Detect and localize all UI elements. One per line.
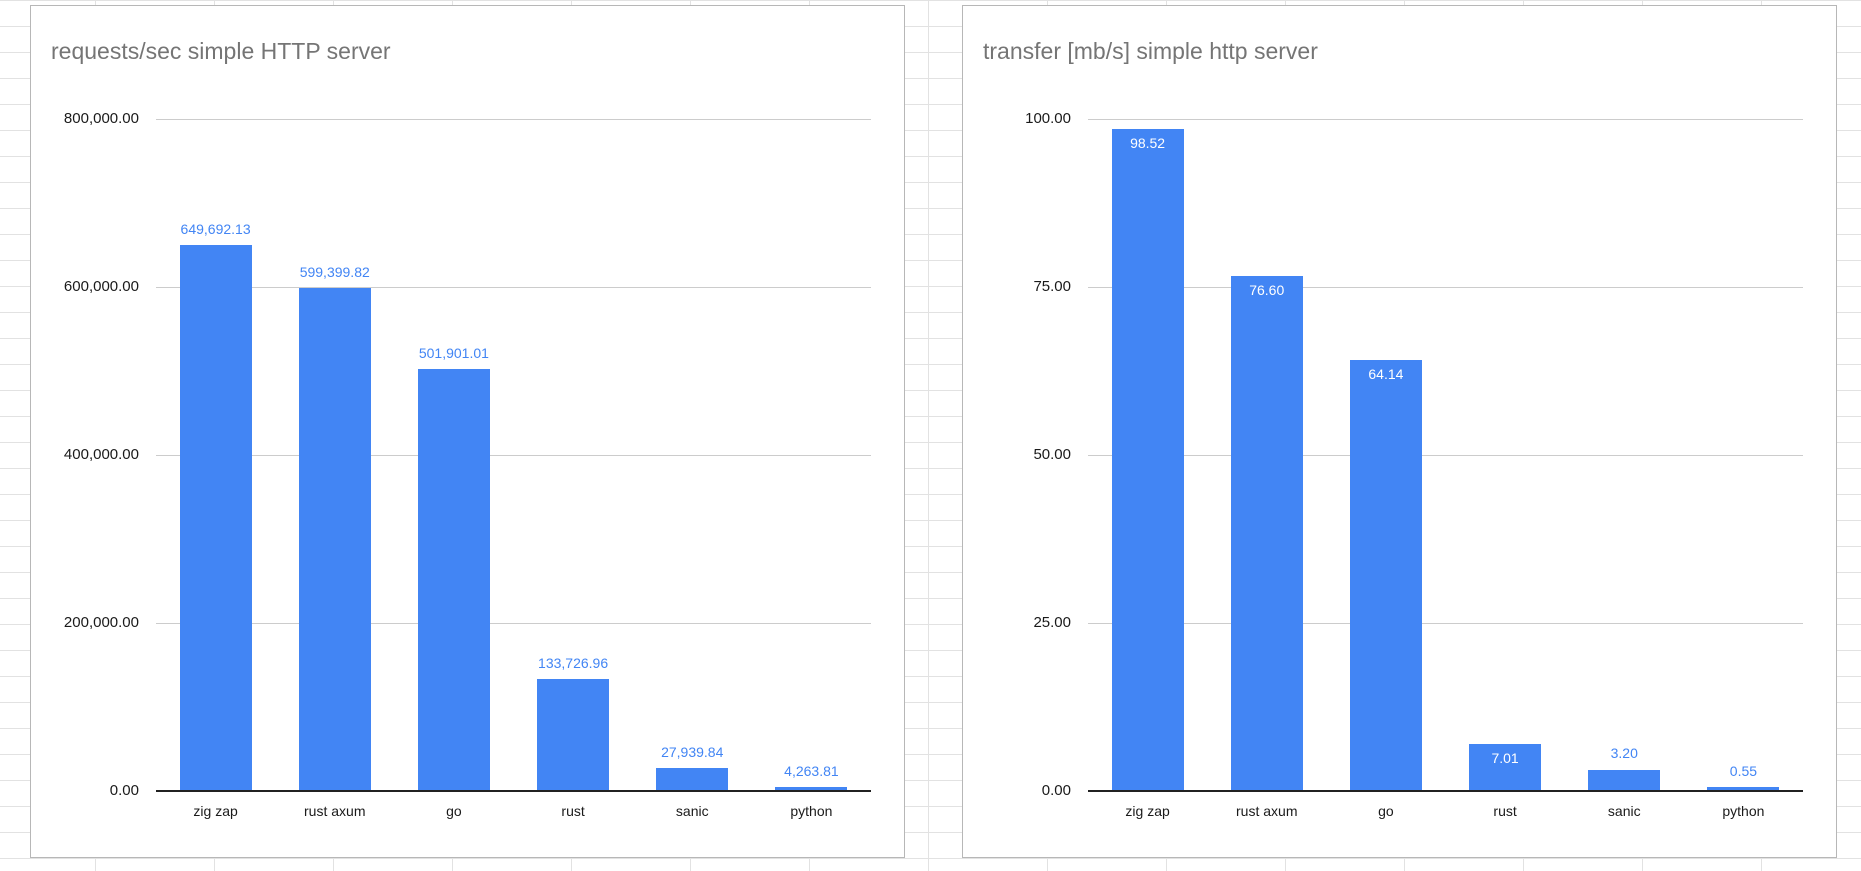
x-axis-baseline <box>1088 790 1803 792</box>
x-category-label: go <box>446 803 462 819</box>
x-category-label: zig zap <box>193 803 238 819</box>
bar[interactable] <box>656 767 729 791</box>
bar[interactable] <box>298 287 371 791</box>
bar[interactable] <box>1349 359 1422 791</box>
bar[interactable] <box>775 787 848 791</box>
chart-card-transfer-mbps[interactable]: transfer [mb/s] simple http server 100.0… <box>962 5 1837 858</box>
x-category-label: python <box>1722 803 1765 819</box>
bar-value-label: 98.52 <box>1130 134 1166 151</box>
bar-value-label: 4,263.81 <box>784 763 839 780</box>
y-axis-tick-label: 400,000.00 <box>63 446 139 463</box>
y-axis-tick-label: 600,000.00 <box>63 278 139 295</box>
y-axis-tick-label: 0.00 <box>1041 782 1071 799</box>
x-category-label: go <box>1378 803 1394 819</box>
chart-title: transfer [mb/s] simple http server <box>983 38 1318 64</box>
x-category-label: python <box>790 803 833 819</box>
bar-value-label: 7.01 <box>1491 749 1519 766</box>
chart-title: requests/sec simple HTTP server <box>51 38 391 64</box>
bar-value-label: 76.60 <box>1249 282 1285 299</box>
bar-value-label: 133,726.96 <box>538 654 609 671</box>
bar[interactable] <box>179 245 252 791</box>
bar[interactable] <box>1111 128 1184 791</box>
plot-area: 800,000.00 600,000.00 400,000.00 200,000.00… <box>64 110 871 819</box>
bar[interactable] <box>1588 769 1661 791</box>
y-gridline <box>1088 455 1803 456</box>
bar[interactable] <box>1707 787 1780 791</box>
y-axis-tick-label: 25.00 <box>1033 614 1071 631</box>
y-axis-tick-label: 100.00 <box>1025 110 1071 127</box>
y-gridline <box>156 455 871 456</box>
bar-value-label: 3.20 <box>1610 745 1638 762</box>
y-gridline <box>156 119 871 120</box>
bar-value-label: 27,939.84 <box>661 743 724 760</box>
y-axis-tick-label: 200,000.00 <box>63 614 139 631</box>
bar-value-label: 649,692.13 <box>180 221 251 238</box>
bar-value-label: 64.14 <box>1368 365 1404 382</box>
y-gridline <box>1088 623 1803 624</box>
bar[interactable] <box>537 678 610 791</box>
x-category-label: zig zap <box>1125 803 1170 819</box>
y-gridline <box>1088 119 1803 120</box>
x-category-label: sanic <box>675 803 709 819</box>
bar-value-label: 501,901.01 <box>418 345 489 362</box>
x-category-label: rust <box>561 803 585 819</box>
y-gridline <box>156 623 871 624</box>
x-category-label: rust axum <box>1236 803 1298 819</box>
chart-card-requests-per-sec[interactable]: requests/sec simple HTTP server 800,000.… <box>30 5 905 858</box>
y-axis-tick-label: 75.00 <box>1033 278 1071 295</box>
y-gridline <box>1088 287 1803 288</box>
y-gridline <box>156 287 871 288</box>
y-axis-tick-label: 800,000.00 <box>63 110 139 127</box>
bar[interactable] <box>1469 743 1542 791</box>
plot-area: 100.00 75.00 50.00 25.00 0.00 98.52 zig zap 76.… <box>1025 110 1803 819</box>
bar-value-label: 599,399.82 <box>299 263 370 280</box>
x-axis-baseline <box>156 790 871 792</box>
bar[interactable] <box>1230 276 1303 791</box>
bar-value-label: 0.55 <box>1729 763 1758 780</box>
y-axis-tick-label: 50.00 <box>1033 446 1071 463</box>
x-category-label: sanic <box>1607 803 1641 819</box>
x-category-label: rust <box>1493 803 1517 819</box>
y-axis-tick-label: 0.00 <box>109 782 139 799</box>
bar[interactable] <box>417 369 490 791</box>
x-category-label: rust axum <box>304 803 366 819</box>
